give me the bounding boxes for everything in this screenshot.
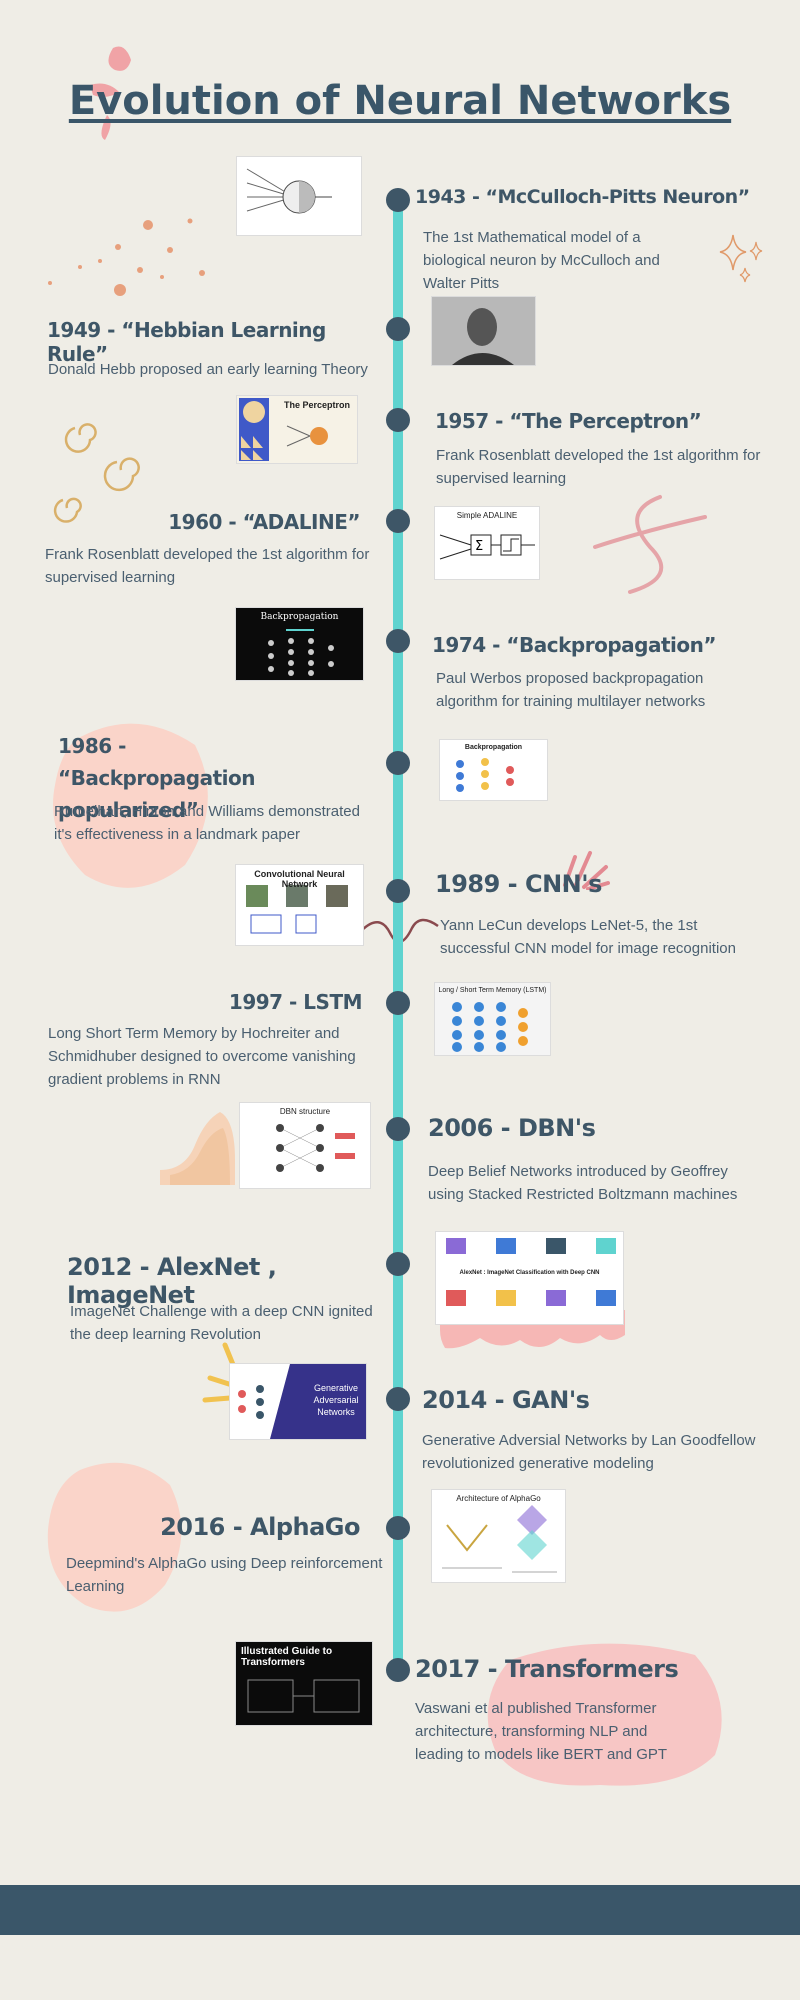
image-caption-backprop-1986: Backpropagation xyxy=(464,744,523,751)
event-desc-2016: Deepmind's AlphaGo using Deep reinforcem… xyxy=(66,1555,383,1595)
timeline-dot-2006 xyxy=(386,1117,410,1141)
event-desc-1957: Frank Rosenblatt developed the 1st algor… xyxy=(436,447,761,487)
image-alphago: Architecture of AlphaGo xyxy=(432,1490,565,1582)
image-alexnet-imagenet: AlexNet : ImageNet Classification with D… xyxy=(436,1232,623,1324)
image-caption-transformers: Illustrated Guide to Transformers xyxy=(241,1646,333,1668)
event-heading-2012: 2012 - AlexNet , ImageNet xyxy=(67,1253,277,1309)
image-cnn: Convolutional Neural Network xyxy=(236,865,363,945)
image-gan: Generative Adversarial Networks xyxy=(230,1364,366,1439)
event-heading-1989: 1989 - CNN's xyxy=(435,870,602,898)
event-heading-1943: 1943 - “McCulloch-Pitts Neuron” xyxy=(415,186,750,208)
timeline-dot-1989 xyxy=(386,879,410,903)
image-adaline: Simple ADALINE Σ xyxy=(435,507,539,579)
event-desc-2006: Deep Belief Networks introduced by Geoff… xyxy=(428,1163,738,1203)
footer-bar xyxy=(0,1885,800,1935)
timeline-dot-1974 xyxy=(386,629,410,653)
peach-waves-decoration xyxy=(160,1112,235,1185)
pink-burst-decoration xyxy=(563,851,610,890)
timeline-line xyxy=(393,190,403,1680)
event-heading-1997: 1997 - LSTM xyxy=(228,990,363,1014)
event-desc-1949: Donald Hebb proposed an early learning T… xyxy=(48,361,368,378)
peach-blob-decoration xyxy=(53,723,208,888)
timeline-dot-2012 xyxy=(386,1252,410,1276)
timeline-dot-2014 xyxy=(386,1387,410,1411)
image-caption-alexnet: AlexNet : ImageNet Classification with D… xyxy=(459,1270,600,1276)
image-caption-backprop-1974: Backpropagation xyxy=(260,612,339,622)
event-heading-2006: 2006 - DBN's xyxy=(428,1114,596,1142)
sparkle-decoration xyxy=(719,234,763,283)
pink-brush-decoration xyxy=(90,46,131,140)
event-desc-1997: Long Short Term Memory by Hochreiter and… xyxy=(48,1025,356,1088)
image-transformers: Illustrated Guide to Transformers xyxy=(236,1642,372,1725)
peach-blob-decoration-2 xyxy=(47,1462,182,1612)
image-caption-adaline: Simple ADALINE xyxy=(456,511,518,520)
image-backpropagation-1986: Backpropagation xyxy=(440,740,547,800)
image-caption-lstm: Long / Short Term Memory (LSTM) xyxy=(438,987,547,994)
event-desc-1960: Frank Rosenblatt developed the 1st algor… xyxy=(45,546,370,586)
image-lstm: Long / Short Term Memory (LSTM) xyxy=(435,983,550,1055)
svg-text:Σ: Σ xyxy=(475,539,483,554)
event-heading-2014: 2014 - GAN's xyxy=(422,1386,590,1414)
image-perceptron: The Perceptron xyxy=(237,396,357,463)
image-caption-gan: Generative Adversarial Networks xyxy=(313,1383,359,1417)
event-heading-1949: 1949 - “Hebbian Learning Rule” xyxy=(47,318,326,366)
image-caption-cnn: Convolutional Neural Network xyxy=(254,869,345,889)
image-donald-hebb-photo xyxy=(432,297,535,365)
event-heading-1974: 1974 - “Backpropagation” xyxy=(432,633,717,657)
page-title: Evolution of Neural Networks xyxy=(68,78,732,124)
image-caption-dbn: DBN structure xyxy=(279,1107,331,1116)
image-mcculloch-pitts-neuron xyxy=(237,157,361,235)
pink-loop-decoration xyxy=(593,495,707,594)
timeline-dot-1960 xyxy=(386,509,410,533)
timeline-dot-1943 xyxy=(386,188,410,212)
timeline-dot-1986 xyxy=(386,751,410,775)
event-desc-1986: Rumelhart, Hinton and Williams demonstra… xyxy=(54,803,360,843)
image-backpropagation-1974: Backpropagation xyxy=(236,608,363,680)
event-desc-2014: Generative Adversial Networks by Lan Goo… xyxy=(422,1432,756,1472)
event-desc-1943: The 1st Mathematical model of a biologic… xyxy=(423,229,660,292)
dots-decoration xyxy=(48,218,205,296)
image-dbn: DBN structure xyxy=(240,1103,370,1188)
event-heading-1957: 1957 - “The Perceptron” xyxy=(435,409,702,433)
spiral-decoration xyxy=(53,423,140,523)
event-heading-2017: 2017 - Transformers xyxy=(415,1655,679,1683)
event-desc-1974: Paul Werbos proposed backpropagation alg… xyxy=(436,670,706,710)
image-caption-alphago: Architecture of AlphaGo xyxy=(456,1494,541,1503)
event-heading-2016: 2016 - AlphaGo xyxy=(160,1513,360,1541)
event-heading-1960: 1960 - “ADALINE” xyxy=(168,510,360,534)
timeline-dot-1997 xyxy=(386,991,410,1015)
event-desc-2017: Vaswani et al published Transformer arch… xyxy=(415,1700,668,1763)
timeline-dot-2017 xyxy=(386,1658,410,1682)
timeline-dot-2016 xyxy=(386,1516,410,1540)
image-caption-perceptron: The Perceptron xyxy=(283,400,350,410)
pink-blob-decoration xyxy=(487,1643,722,1786)
event-desc-1989: Yann LeCun develops LeNet-5, the 1st suc… xyxy=(440,917,736,957)
event-heading-1986: 1986 - “Backpropagation popularized” xyxy=(58,734,255,822)
event-desc-2012: ImageNet Challenge with a deep CNN ignit… xyxy=(70,1303,373,1343)
timeline-dot-1949 xyxy=(386,317,410,341)
timeline-dot-1957 xyxy=(386,408,410,432)
